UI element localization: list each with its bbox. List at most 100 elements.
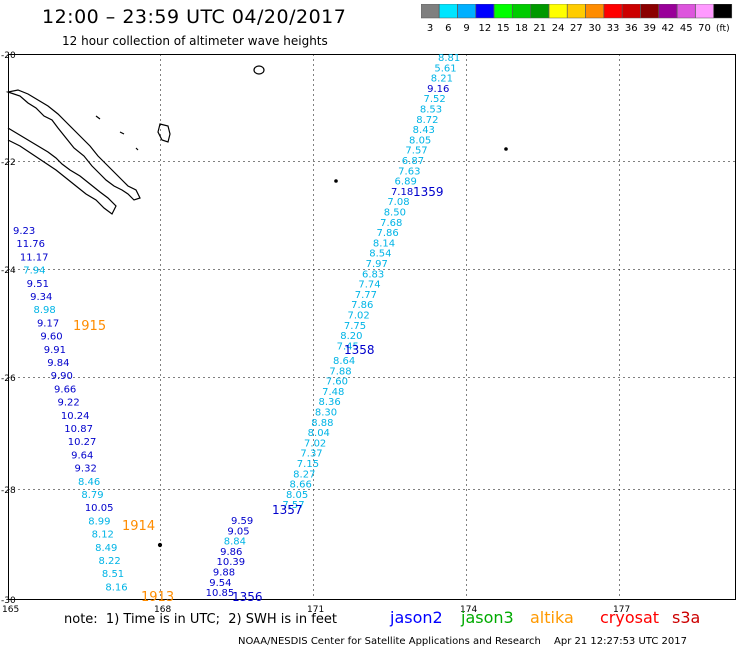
wave-height-value: 8.21	[431, 74, 453, 85]
legend-swatch	[493, 4, 513, 19]
wave-height-value: 8.66	[290, 480, 312, 491]
footer-credit: NOAA/NESDIS Center for Satellite Applica…	[238, 636, 541, 647]
wave-height-value: 8.16	[105, 582, 127, 593]
lon-tick-label: 177	[613, 605, 630, 615]
notes: note: 1) Time is in UTC; 2) SWH is in fe…	[64, 612, 337, 627]
lon-tick-label: 165	[2, 605, 19, 615]
lon-tick-label: 168	[154, 605, 171, 615]
satellite-label: cryosat	[600, 608, 660, 627]
legend-swatch	[512, 4, 531, 19]
lon-tick-label: 174	[460, 605, 477, 615]
legend-swatch	[658, 4, 678, 19]
wave-height-value: 9.86	[220, 547, 242, 558]
wave-height-value: 7.52	[424, 94, 446, 105]
legend-label: 30	[588, 23, 601, 34]
track-label: 1358	[344, 343, 375, 357]
color-legend: 3 6 9 12 15 18 21 24 27 30 33 36 39 42 45 70 (ft)	[421, 4, 733, 34]
wave-height-value: 9.16	[427, 84, 449, 95]
wave-height-value: 6.87	[402, 156, 424, 167]
wave-height-value: 7.02	[348, 311, 370, 322]
wave-height-value: 7.75	[344, 321, 366, 332]
legend-swatch	[530, 4, 550, 19]
wave-height-value: 5.61	[434, 63, 456, 74]
wave-height-value: 9.54	[209, 578, 231, 589]
wave-height-value: 8.43	[413, 125, 435, 136]
wave-height-value: 7.86	[376, 228, 398, 239]
legend-swatch	[640, 4, 659, 19]
legend-label: 45	[680, 23, 693, 34]
wave-height-value: 8.72	[416, 115, 438, 126]
legend-swatch	[713, 4, 733, 19]
wave-height-value: 9.22	[57, 398, 79, 409]
track-label: 1356	[232, 590, 263, 604]
track-values: 8.815.618.219.167.528.538.728.438.057.57…	[13, 53, 460, 599]
lat-tick-label: -24	[1, 266, 16, 276]
wave-height-value: 7.60	[326, 377, 348, 388]
chart-title: 12:00 – 23:59 UTC 04/20/2017	[42, 6, 347, 28]
track-label: 1357	[272, 503, 303, 517]
lat-lon-grid	[8, 54, 735, 599]
wave-height-value: 8.49	[95, 543, 117, 554]
wave-height-value: 7.37	[300, 449, 322, 460]
legend-swatch	[585, 4, 604, 19]
legend-label: 3	[427, 23, 433, 34]
wave-height-value: 9.88	[213, 568, 235, 579]
wave-height-value: 10.87	[64, 424, 93, 435]
legend-label: 24	[552, 23, 565, 34]
wave-height-value: 6.83	[362, 269, 384, 280]
wave-height-value: 10.85	[206, 588, 235, 599]
chart-subtitle: 12 hour collection of altimeter wave hei…	[62, 34, 328, 48]
wave-height-value: 9.91	[44, 345, 66, 356]
wave-height-value: 9.64	[71, 450, 93, 461]
wave-height-value: 8.79	[81, 490, 103, 501]
legend-label: 12	[479, 23, 492, 34]
lat-tick-label: -28	[1, 486, 16, 496]
wave-height-value: 10.39	[217, 557, 246, 568]
wave-height-value: 8.14	[373, 238, 395, 249]
wave-height-value: 9.84	[47, 358, 69, 369]
wave-height-value: 8.99	[88, 516, 110, 527]
legend-label: 70	[698, 23, 711, 34]
map-frame	[8, 54, 736, 600]
wave-height-value: 8.81	[438, 53, 460, 64]
legend-swatch	[439, 4, 458, 19]
wave-height-value: 10.05	[85, 503, 114, 514]
wave-height-value: 8.36	[319, 397, 341, 408]
wave-height-value: 9.60	[40, 332, 62, 343]
coastline	[5, 65, 508, 548]
legend-label: 9	[463, 23, 469, 34]
wave-height-value: 8.27	[293, 469, 315, 480]
wave-height-value: 7.88	[329, 366, 351, 377]
legend-swatch	[567, 4, 586, 19]
wave-height-value: 10.27	[68, 437, 97, 448]
wave-height-value: 7.77	[355, 290, 377, 301]
lat-tick-label: -26	[1, 374, 16, 384]
wave-height-value: 8.88	[311, 418, 333, 429]
satellite-label: jason2	[390, 608, 443, 627]
legend-label: 36	[625, 23, 638, 34]
wave-height-value: 8.84	[224, 537, 246, 548]
wave-height-value: 7.97	[366, 259, 388, 270]
legend-label: 27	[570, 23, 583, 34]
satellite-label: s3a	[672, 608, 701, 627]
wave-height-value: 8.51	[102, 569, 124, 580]
legend-swatch	[695, 4, 714, 19]
wave-height-value: 8.05	[409, 135, 431, 146]
wave-height-value: 10.24	[61, 411, 90, 422]
wave-height-value: 11.76	[16, 239, 45, 250]
wave-height-value: 6.89	[395, 177, 417, 188]
wave-height-value: 7.45	[337, 341, 359, 352]
wave-height-value: 7.57	[405, 146, 427, 157]
legend-label: 39	[643, 23, 656, 34]
wave-height-value: 9.05	[227, 526, 249, 537]
wave-height-value: 9.90	[51, 371, 73, 382]
legend-swatch	[457, 4, 476, 19]
wave-height-value: 7.08	[387, 197, 409, 208]
wave-height-value: 8.64	[333, 356, 355, 367]
wave-height-value: 7.63	[398, 166, 420, 177]
wave-height-value: 7.48	[322, 387, 344, 398]
legend-label: 42	[662, 23, 675, 34]
track-labels: 1359 1358 1357 1356 1915 1914 1913	[73, 185, 444, 605]
wave-height-value: 8.54	[369, 249, 391, 260]
